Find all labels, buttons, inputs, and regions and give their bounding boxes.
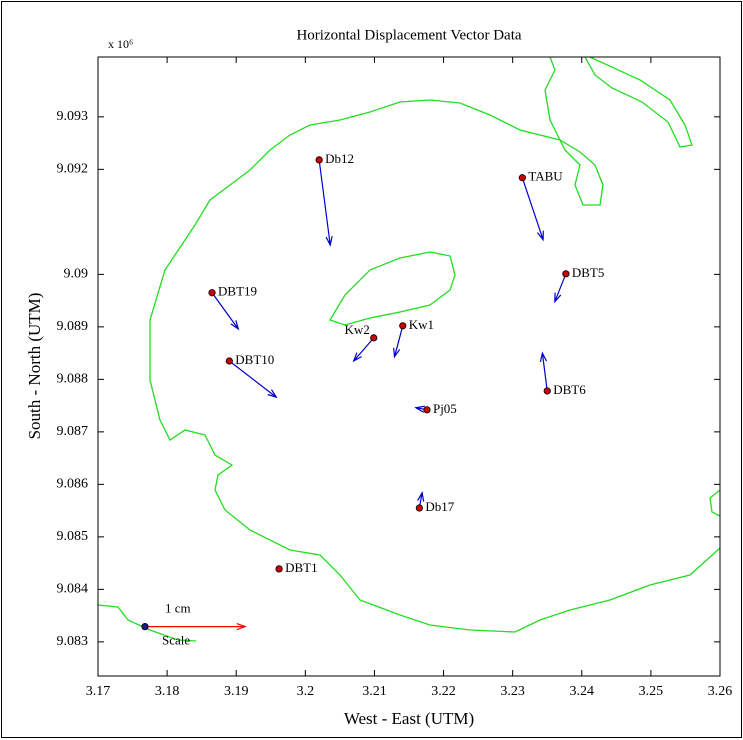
x-tick-label: 3.2 <box>297 684 315 699</box>
station-label: Kw2 <box>344 322 369 337</box>
vector-arrow <box>554 273 567 304</box>
vector-arrow <box>393 325 404 359</box>
vector-arrow <box>318 159 333 247</box>
vector-arrow <box>521 177 544 242</box>
x-tick-label: 3.25 <box>639 684 664 699</box>
scale-label: Scale <box>162 633 190 648</box>
station-label: Pj05 <box>433 401 457 416</box>
y-tick-label: 9.087 <box>57 424 89 439</box>
y-tick-label: 9.09 <box>64 267 89 282</box>
vector-arrow <box>228 360 278 399</box>
x-tick-label: 3.19 <box>224 684 249 699</box>
x-tick-label: 3.24 <box>570 684 595 699</box>
station-label: DBT10 <box>235 352 274 367</box>
vector-arrow <box>144 622 247 631</box>
axis-multiplier: x 10⁶ <box>108 37 133 51</box>
x-tick-label: 3.21 <box>362 684 387 699</box>
plot-frame <box>97 56 721 677</box>
station <box>208 289 216 297</box>
vector-arrow <box>211 292 240 331</box>
station-label: TABU <box>528 169 563 184</box>
y-tick-label: 9.086 <box>57 477 89 492</box>
x-tick-label: 3.23 <box>500 684 525 699</box>
y-tick-label: 9.092 <box>57 162 89 177</box>
scale-point <box>141 623 149 631</box>
station <box>225 357 233 365</box>
station <box>518 174 526 182</box>
station-label: DBT6 <box>553 382 586 397</box>
station-label: Db12 <box>325 151 354 166</box>
station-label: Kw1 <box>409 317 434 332</box>
station <box>415 504 423 512</box>
x-tick-label: 3.22 <box>431 684 456 699</box>
station <box>543 387 551 395</box>
y-tick-label: 9.083 <box>57 634 89 649</box>
station-label: DBT19 <box>218 284 257 299</box>
station-label: DBT1 <box>285 560 318 575</box>
x-axis-label: West - East (UTM) <box>344 709 474 728</box>
y-tick-label: 9.089 <box>57 319 89 334</box>
y-tick-label: 9.093 <box>57 109 89 124</box>
y-tick-label: 9.085 <box>57 529 89 544</box>
coastline <box>97 56 721 642</box>
station <box>562 270 570 278</box>
y-axis-label: South - North (UTM) <box>25 293 44 440</box>
y-tick-label: 9.084 <box>57 582 89 597</box>
y-tick-label: 9.088 <box>57 372 89 387</box>
scale-length-label: 1 cm <box>165 601 191 616</box>
x-tick-label: 3.26 <box>708 684 733 699</box>
chart-title: Horizontal Displacement Vector Data <box>296 27 521 43</box>
x-tick-label: 3.17 <box>86 684 111 699</box>
vector-arrow <box>539 351 548 391</box>
station <box>315 156 323 164</box>
station <box>370 334 378 342</box>
vector-arrow <box>352 337 375 363</box>
station <box>399 322 407 330</box>
station-label: Db17 <box>425 499 454 514</box>
station-label: DBT5 <box>572 265 605 280</box>
station <box>423 406 431 414</box>
x-tick-label: 3.18 <box>155 684 180 699</box>
station <box>275 565 283 573</box>
